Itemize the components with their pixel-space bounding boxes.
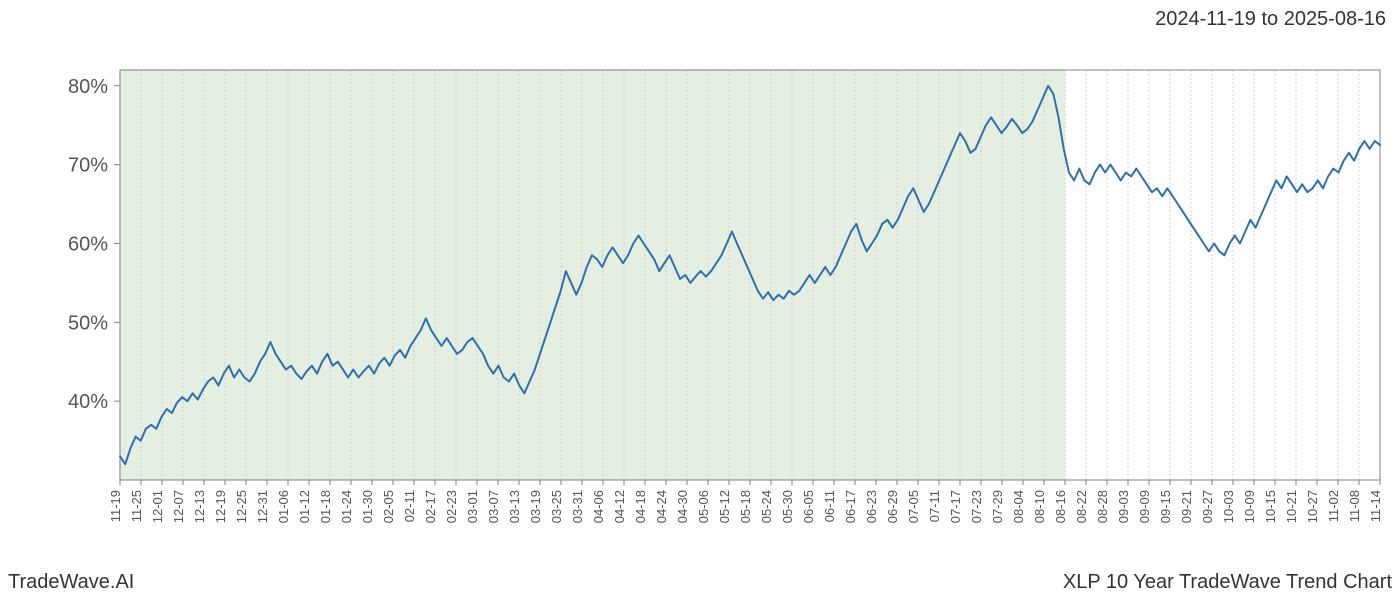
svg-text:07-23: 07-23 [969,490,984,523]
svg-text:06-11: 06-11 [822,490,837,522]
svg-text:40%: 40% [68,391,108,413]
svg-text:04-30: 04-30 [675,490,690,523]
svg-text:06-05: 06-05 [801,490,816,523]
svg-text:11-14: 11-14 [1368,490,1383,522]
svg-text:04-24: 04-24 [654,490,669,523]
svg-text:11-08: 11-08 [1347,490,1362,522]
svg-text:02-17: 02-17 [423,490,438,523]
svg-text:04-18: 04-18 [633,490,648,523]
svg-text:10-03: 10-03 [1221,490,1236,523]
svg-text:03-19: 03-19 [528,490,543,523]
svg-text:80%: 80% [68,76,108,98]
svg-text:08-28: 08-28 [1095,490,1110,523]
svg-text:12-19: 12-19 [213,490,228,523]
svg-text:12-31: 12-31 [255,490,270,523]
svg-text:06-17: 06-17 [843,490,858,523]
trend-chart: 40% 50% 60% 70% 80% 11-19 11-25 12-01 12-07 12-13… [0,40,1400,560]
svg-text:05-06: 05-06 [696,490,711,523]
svg-text:03-25: 03-25 [549,490,564,523]
date-range-label: 2024-11-19 to 2025-08-16 [1155,8,1386,31]
svg-text:09-21: 09-21 [1179,490,1194,523]
svg-text:10-09: 10-09 [1242,490,1257,523]
svg-text:07-17: 07-17 [948,490,963,523]
svg-text:03-31: 03-31 [570,490,585,523]
svg-text:04-06: 04-06 [591,490,606,523]
svg-text:09-27: 09-27 [1200,490,1215,523]
svg-text:12-07: 12-07 [171,490,186,523]
svg-text:50%: 50% [68,312,108,334]
svg-text:11-19: 11-19 [108,490,123,522]
svg-text:01-30: 01-30 [360,490,375,523]
svg-text:02-05: 02-05 [381,490,396,523]
svg-text:01-18: 01-18 [318,490,333,523]
svg-text:08-22: 08-22 [1074,490,1089,523]
svg-text:03-13: 03-13 [507,490,522,523]
svg-text:04-12: 04-12 [612,490,627,523]
svg-text:07-29: 07-29 [990,490,1005,523]
chart-title: XLP 10 Year TradeWave Trend Chart [1063,571,1392,594]
svg-text:11-25: 11-25 [129,490,144,522]
svg-text:60%: 60% [68,233,108,255]
svg-text:03-07: 03-07 [486,490,501,523]
svg-text:05-18: 05-18 [738,490,753,523]
svg-text:70%: 70% [68,155,108,177]
svg-text:08-10: 08-10 [1032,490,1047,523]
svg-text:12-13: 12-13 [192,490,207,523]
svg-text:02-11: 02-11 [402,490,417,522]
svg-text:09-09: 09-09 [1137,490,1152,523]
svg-text:05-24: 05-24 [759,490,774,523]
svg-text:01-12: 01-12 [297,490,312,523]
svg-text:09-03: 09-03 [1116,490,1131,523]
svg-text:06-29: 06-29 [885,490,900,523]
svg-text:12-01: 12-01 [150,490,165,523]
svg-text:03-01: 03-01 [465,490,480,523]
svg-text:09-15: 09-15 [1158,490,1173,523]
svg-text:07-05: 07-05 [906,490,921,523]
svg-text:02-23: 02-23 [444,490,459,523]
svg-text:11-02: 11-02 [1326,490,1341,522]
brand-label: TradeWave.AI [8,571,134,594]
svg-text:08-16: 08-16 [1053,490,1068,523]
svg-text:01-06: 01-06 [276,490,291,523]
svg-text:10-15: 10-15 [1263,490,1278,523]
svg-text:10-21: 10-21 [1284,490,1299,523]
svg-text:12-25: 12-25 [234,490,249,523]
svg-text:08-04: 08-04 [1011,490,1026,523]
svg-text:06-23: 06-23 [864,490,879,523]
svg-text:05-30: 05-30 [780,490,795,523]
svg-text:07-11: 07-11 [927,490,942,522]
svg-text:05-12: 05-12 [717,490,732,523]
svg-text:10-27: 10-27 [1305,490,1320,523]
svg-text:01-24: 01-24 [339,490,354,523]
